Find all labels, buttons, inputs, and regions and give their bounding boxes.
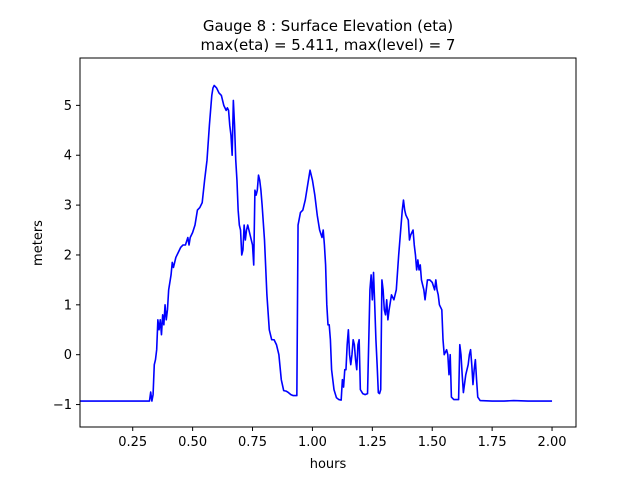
x-axis-ticks: 0.25 0.50 0.75 1.00 1.25 1.50 1.75 2.00 [118, 427, 567, 450]
plot-area: 0.25 0.50 0.75 1.00 1.25 1.50 1.75 2.00 −1 0 1 2 3 4… [53, 57, 577, 450]
x-tick-label: 1.75 [478, 435, 507, 450]
x-tick-label: 2.00 [538, 435, 567, 450]
plot-frame [79, 57, 577, 428]
y-tick-label: 4 [64, 149, 72, 164]
x-tick-label: 1.50 [418, 435, 447, 450]
y-axis-label: meters [31, 220, 46, 266]
y-tick-label: −1 [53, 398, 72, 413]
series-line [80, 84, 553, 402]
y-axis-ticks: −1 0 1 2 3 4 5 [53, 99, 80, 413]
y-tick-label: 3 [64, 199, 72, 214]
x-tick-label: 1.00 [298, 435, 327, 450]
y-tick-label: 0 [64, 348, 72, 363]
x-tick-label: 0.25 [118, 435, 147, 450]
x-tick-label: 0.75 [238, 435, 267, 450]
chart-subtitle: max(eta) = 5.411, max(level) = 7 [201, 36, 456, 54]
y-tick-label: 2 [64, 248, 72, 263]
y-tick-label: 5 [64, 99, 72, 114]
x-axis-label: hours [310, 457, 347, 472]
x-tick-label: 1.25 [358, 435, 387, 450]
x-tick-label: 0.50 [178, 435, 207, 450]
chart-title: Gauge 8 : Surface Elevation (eta) [203, 17, 453, 35]
y-tick-label: 1 [64, 298, 72, 313]
